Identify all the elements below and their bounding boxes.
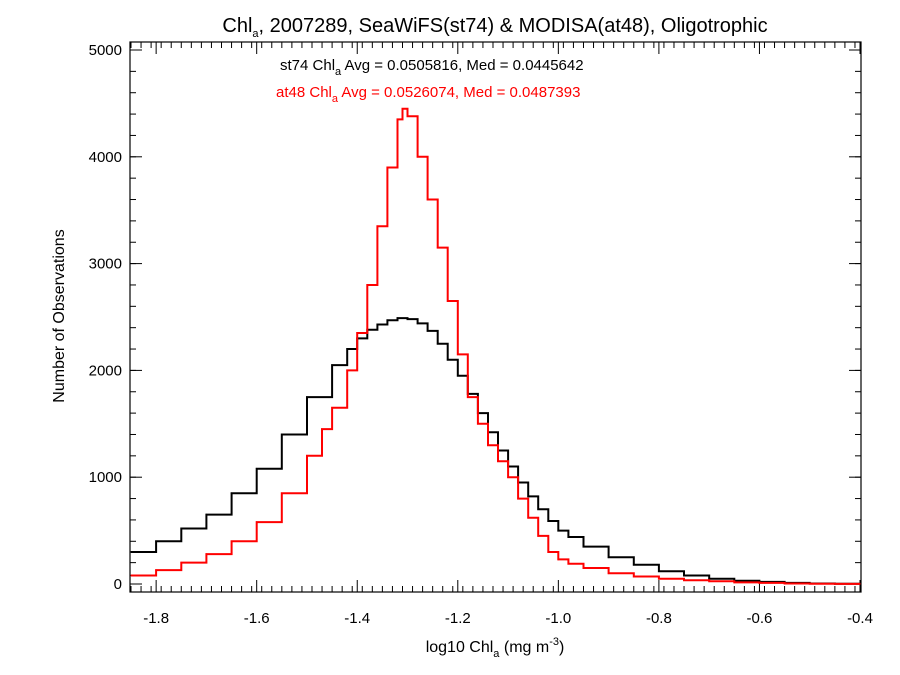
data-point-0 [537,508,540,511]
data-point-1 [456,353,459,356]
data-point-1 [281,492,283,495]
data-point-0 [406,318,409,320]
data-point-1 [834,583,836,585]
chart-title: Chla, 2007289, SeaWiFS(st74) & MODISA(at… [222,15,767,40]
data-point-1 [426,198,429,201]
data-point-0 [230,492,233,495]
data-point-1 [582,567,585,569]
data-point-1 [356,332,359,334]
data-point-1 [346,369,348,372]
data-point-0 [386,319,389,322]
data-point-1 [557,558,560,561]
series-layer [130,107,861,585]
data-point-1 [306,455,308,457]
x-tick-label: -1.0 [545,610,571,627]
data-point-1 [376,225,379,228]
data-point-1 [386,166,389,169]
data-point-0 [632,563,635,566]
series-line-0 [131,317,861,585]
x-tick-label: -0.8 [646,610,672,627]
x-tick-label: -1.6 [244,610,270,627]
data-point-0 [683,574,685,577]
data-point-1 [205,553,208,555]
data-point-1 [733,581,736,584]
data-point-0 [155,540,157,543]
data-point-0 [527,495,529,498]
data-point-1 [416,156,419,158]
data-point-1 [632,575,635,578]
data-point-0 [255,467,258,470]
data-point-0 [205,513,208,516]
data-point-1 [497,460,499,462]
data-point-1 [230,540,233,543]
x-tick-label: -1.8 [143,610,169,627]
data-point-0 [567,536,570,538]
data-point-1 [527,516,529,519]
data-point-1 [517,497,519,500]
data-point-1 [396,118,399,121]
data-point-1 [758,582,761,584]
data-point-1 [683,579,685,582]
data-point-0 [547,520,550,522]
data-point-0 [180,527,183,530]
data-point-1 [658,577,660,580]
data-point-1 [783,582,786,585]
x-tick-label: -0.4 [847,610,873,627]
data-point-1 [321,428,323,430]
data-point-1 [708,580,710,583]
data-point-0 [346,348,348,350]
x-axis-label: log10 Chla (mg m-3) [426,636,565,660]
data-point-0 [557,529,560,532]
data-point-0 [456,374,459,377]
data-point-1 [467,396,469,398]
plot-frame [129,41,862,593]
data-point-1 [537,535,540,537]
data-point-1 [255,521,258,523]
data-point-1 [477,423,479,425]
data-point-0 [658,570,660,572]
x-tick-label: -0.6 [747,610,773,627]
y-tick-label: 1000 [89,469,122,486]
data-point-0 [306,396,308,398]
data-point-1 [436,246,439,249]
data-point-0 [446,358,449,361]
series-line-1 [131,107,861,585]
annotation-at48: at48 Chla Avg = 0.0526074, Med = 0.04873… [276,84,580,105]
data-point-1 [607,572,610,575]
data-point-1 [808,582,811,585]
data-point-1 [180,561,183,564]
data-point-1 [487,444,489,446]
data-point-0 [426,330,429,332]
y-tick-label: 2000 [89,362,122,379]
data-point-1 [155,569,157,571]
data-point-0 [607,556,610,559]
y-tick-label: 5000 [89,42,122,59]
data-point-0 [582,545,585,548]
data-point-1 [547,551,550,553]
data-point-1 [406,115,409,118]
x-tick-label: -1.2 [445,610,471,627]
data-point-0 [396,317,399,319]
y-axis-label: Number of Observations [51,229,68,402]
data-point-1 [331,406,333,409]
y-ticks: 0 1000 2000 3000 4000 5000 [89,42,861,593]
y-tick-label: 3000 [89,256,122,273]
y-tick-label: 4000 [89,149,122,166]
data-point-1 [567,562,570,565]
data-point-0 [708,577,710,580]
data-point-0 [331,364,333,366]
data-point-1 [401,107,404,110]
data-point-1 [507,476,509,479]
data-point-0 [281,433,283,436]
data-point-0 [436,342,439,345]
x-tick-label: -1.4 [344,610,370,627]
y-tick-label: 0 [114,576,122,593]
data-point-1 [446,300,449,302]
data-point-1 [366,284,369,286]
annotation-st74: st74 Chla Avg = 0.0505816, Med = 0.04456… [280,57,584,78]
data-point-0 [416,322,419,325]
data-point-0 [376,323,379,326]
